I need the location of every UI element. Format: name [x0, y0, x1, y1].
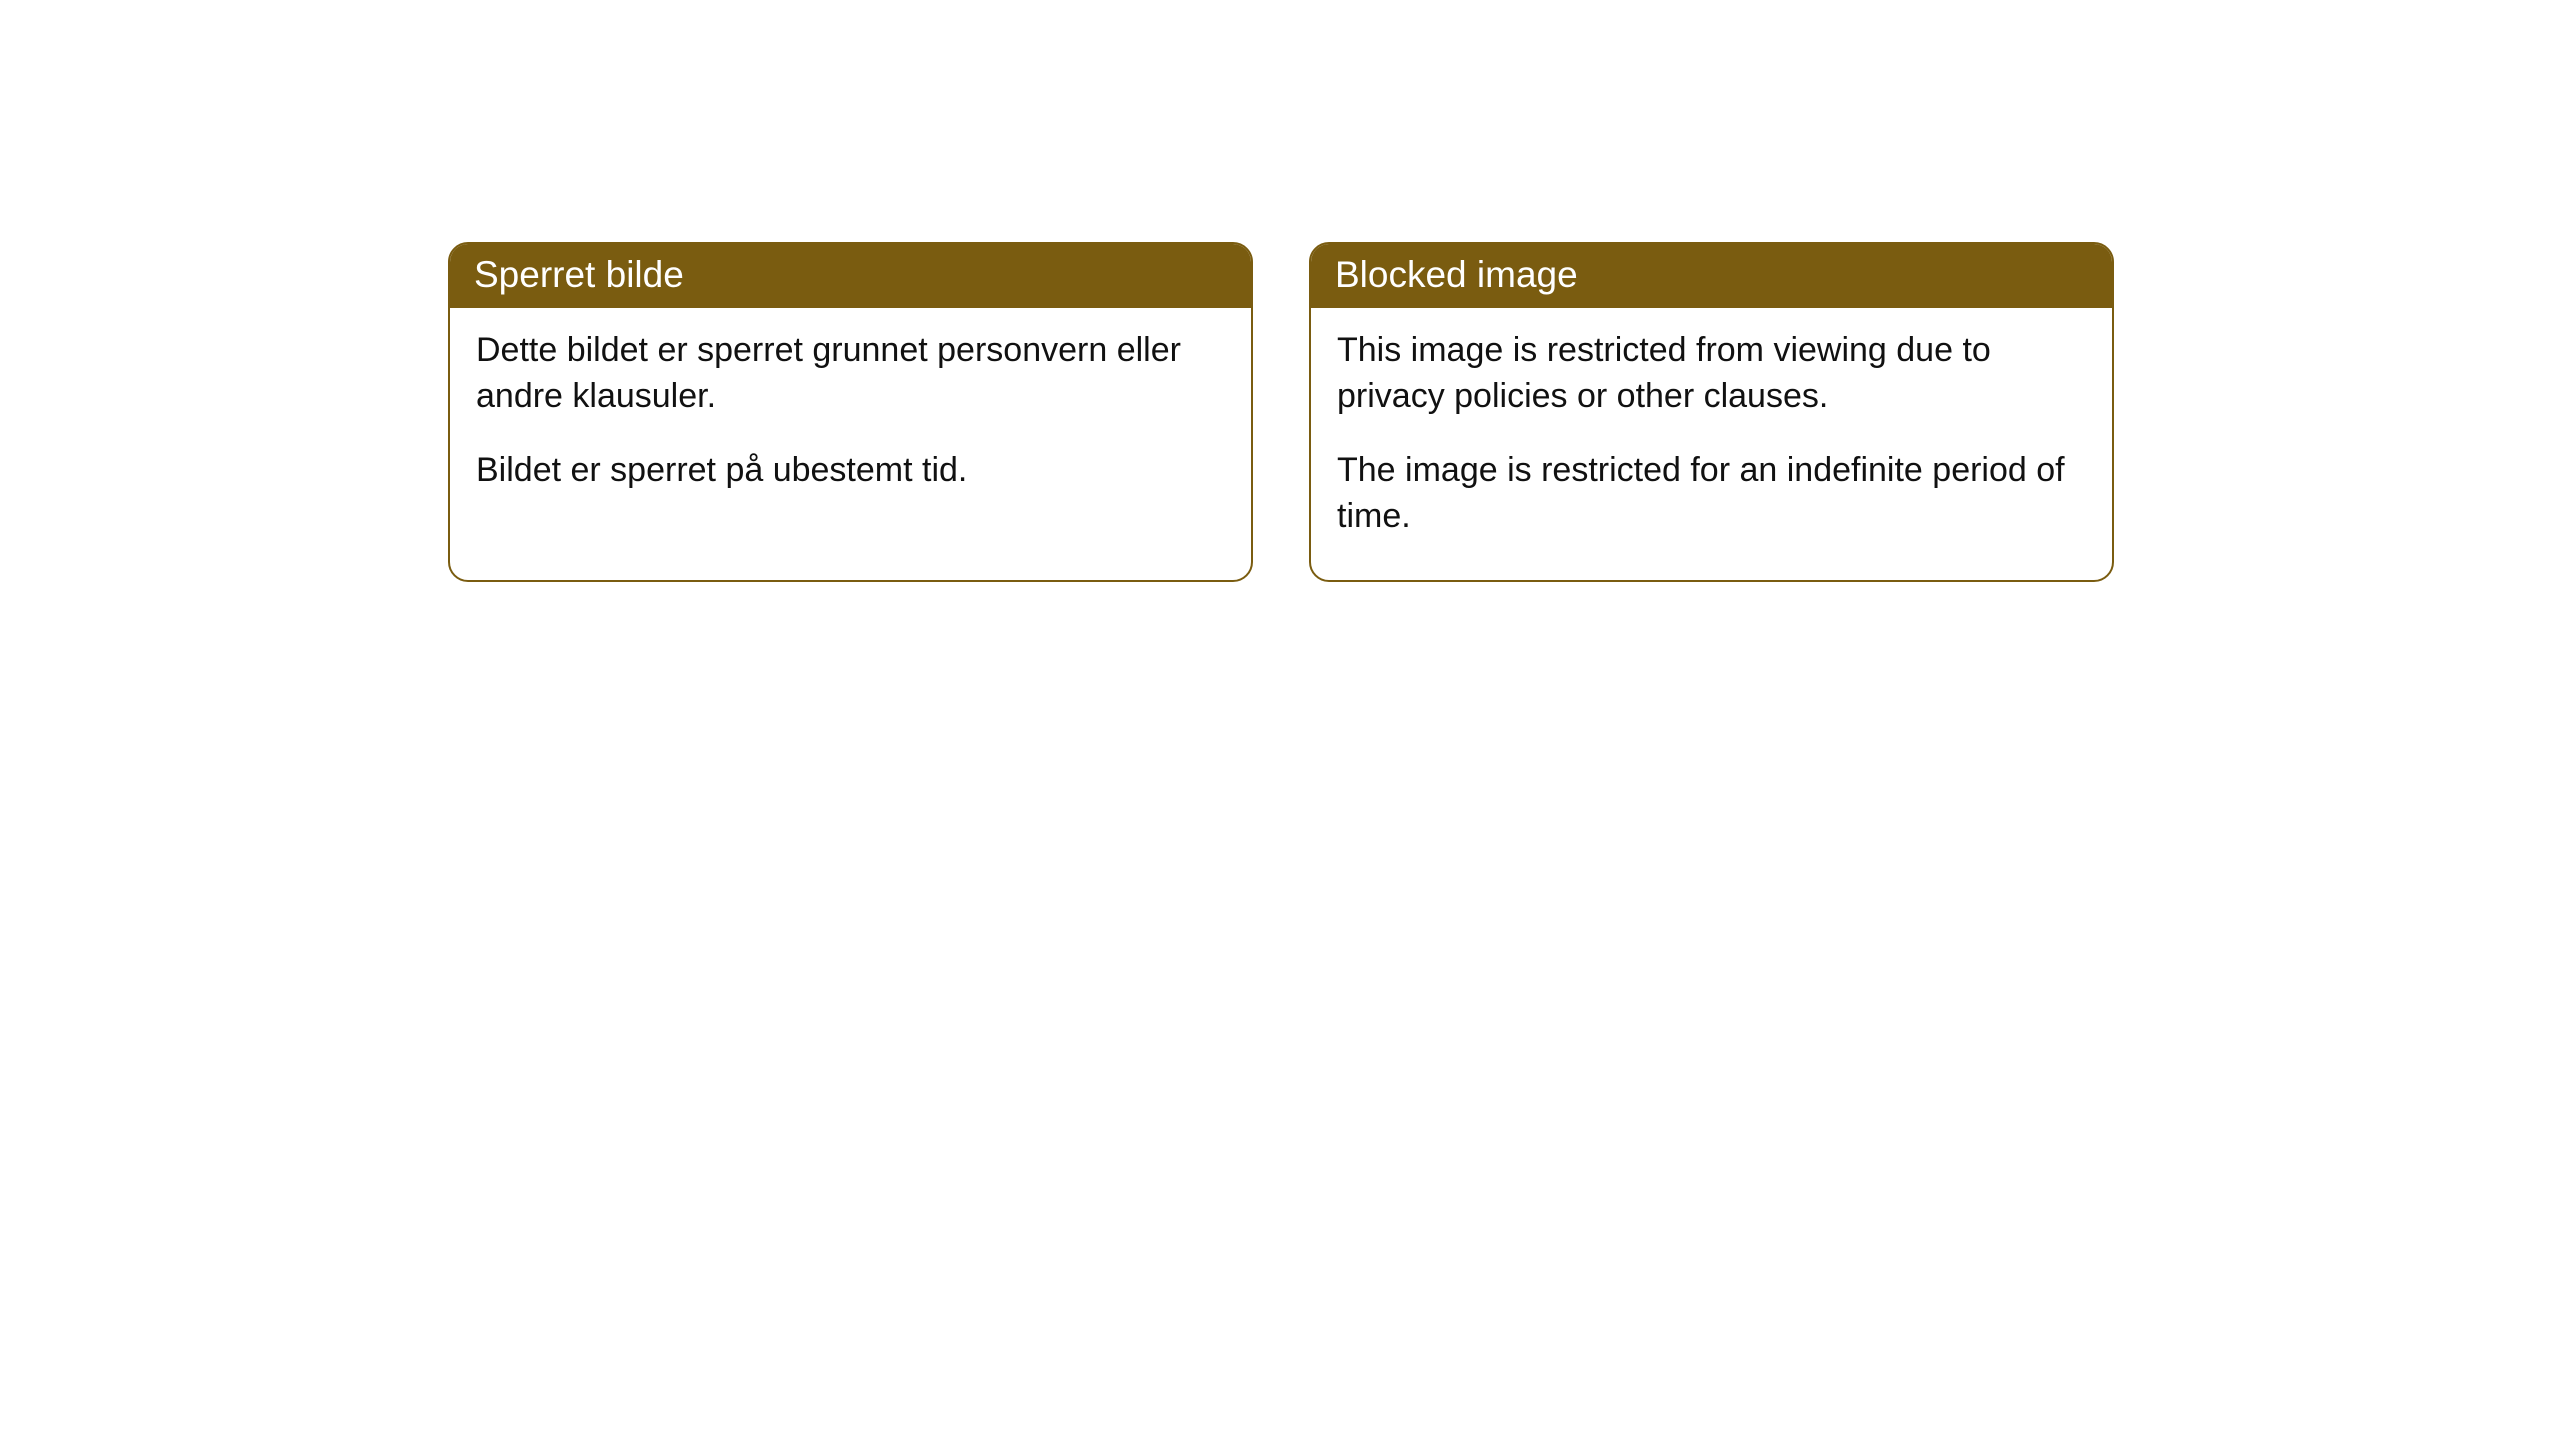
- card-header: Blocked image: [1311, 244, 2112, 308]
- notice-cards-container: Sperret bilde Dette bildet er sperret gr…: [448, 242, 2114, 582]
- card-paragraph: This image is restricted from viewing du…: [1337, 328, 2086, 420]
- card-body: This image is restricted from viewing du…: [1311, 308, 2112, 580]
- card-paragraph: Dette bildet er sperret grunnet personve…: [476, 328, 1225, 420]
- notice-card-norwegian: Sperret bilde Dette bildet er sperret gr…: [448, 242, 1253, 582]
- card-paragraph: The image is restricted for an indefinit…: [1337, 448, 2086, 540]
- card-paragraph: Bildet er sperret på ubestemt tid.: [476, 448, 1225, 494]
- notice-card-english: Blocked image This image is restricted f…: [1309, 242, 2114, 582]
- card-body: Dette bildet er sperret grunnet personve…: [450, 308, 1251, 534]
- card-header: Sperret bilde: [450, 244, 1251, 308]
